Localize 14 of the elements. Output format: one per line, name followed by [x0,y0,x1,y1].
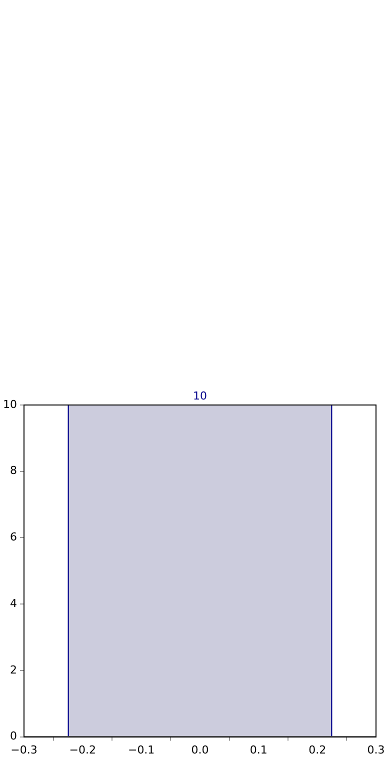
x-tick-label: 0.2 [308,743,326,756]
y-tick-label: 6 [10,530,17,544]
x-tick-label: −0.3 [10,743,38,756]
x-tick-label: 0.3 [367,743,385,756]
y-tick-label: 2 [10,663,17,676]
x-tick-label: 0.0 [191,743,209,756]
data-label: 10 [193,389,207,402]
y-tick-label: 0 [10,730,17,743]
y-tick-label: 8 [10,464,17,478]
x-tick-label: −0.1 [128,743,155,756]
x-tick-label: 0.1 [250,743,268,756]
x-tick-label: −0.2 [69,743,96,756]
y-tick-label: 10 [2,398,17,411]
y-tick-label: 4 [10,596,17,610]
